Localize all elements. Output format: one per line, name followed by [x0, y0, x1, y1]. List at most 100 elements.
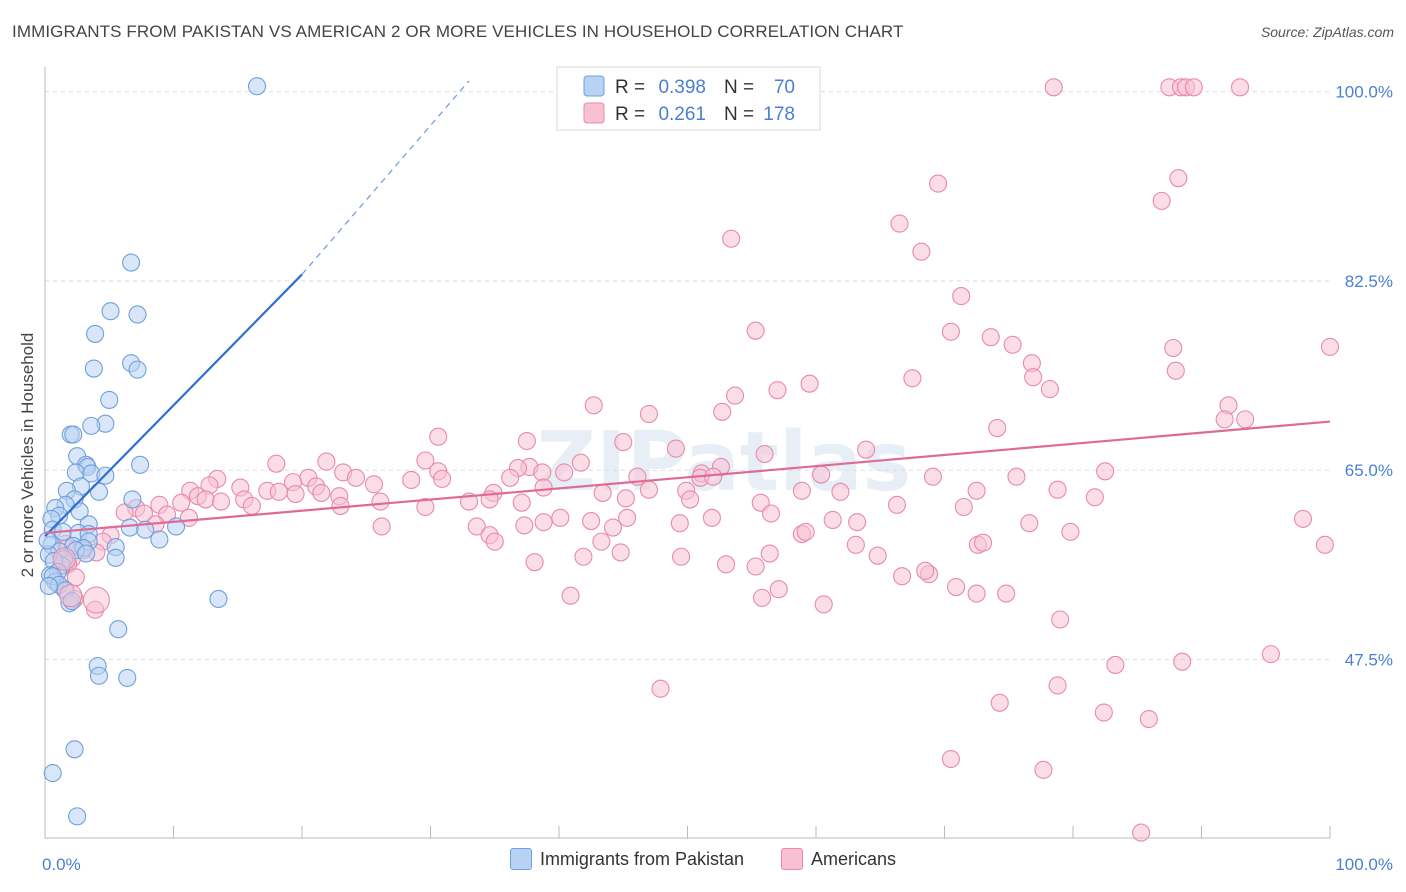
- data-point: [82, 586, 110, 614]
- data-point: [666, 439, 685, 458]
- data-point: [101, 302, 120, 321]
- data-point: [954, 497, 973, 517]
- y-tick-label: 47.5%: [1345, 651, 1393, 670]
- data-point: [1007, 467, 1026, 486]
- data-point: [312, 483, 331, 502]
- data-point: [796, 522, 815, 541]
- data-point: [1020, 514, 1039, 533]
- data-point: [947, 577, 966, 597]
- data-point: [68, 807, 87, 826]
- data-point: [890, 214, 909, 233]
- data-point: [831, 482, 850, 501]
- data-point: [760, 544, 779, 563]
- y-tick-label: 65.0%: [1345, 461, 1393, 480]
- data-point: [768, 381, 787, 400]
- data-point: [1132, 823, 1151, 842]
- data-point: [70, 502, 89, 521]
- series-pakistan: [38, 77, 267, 826]
- data-point: [792, 481, 811, 500]
- data-point: [106, 548, 125, 567]
- data-point: [973, 533, 993, 552]
- data-point: [769, 580, 788, 599]
- trend-line-pakistan-extension: [301, 80, 470, 275]
- stats-swatch: [583, 102, 605, 124]
- data-point: [59, 584, 83, 608]
- data-point: [1003, 335, 1022, 354]
- data-point: [614, 433, 633, 452]
- data-point: [77, 544, 96, 563]
- data-point: [639, 404, 659, 424]
- data-point: [670, 514, 689, 533]
- legend-swatch-blue: [509, 848, 532, 870]
- x-tick-label: 0.0%: [42, 855, 81, 874]
- data-point: [416, 497, 435, 517]
- data-point: [755, 444, 774, 464]
- data-point: [534, 478, 553, 497]
- data-point: [346, 468, 366, 487]
- legend-item-americans[interactable]: Americans: [781, 848, 896, 870]
- y-axis-label: 2 or more Vehicles in Household: [18, 333, 37, 578]
- legend-item-pakistan[interactable]: Immigrants from Pakistan: [509, 848, 744, 870]
- y-tick-label: 100.0%: [1335, 83, 1393, 102]
- data-point: [1048, 480, 1067, 499]
- data-point: [981, 328, 1000, 347]
- data-point: [923, 467, 942, 486]
- data-point: [209, 589, 228, 608]
- stats-n-label: N =: [724, 77, 754, 98]
- trend-line-pakistan: [44, 273, 303, 537]
- data-point: [1048, 676, 1067, 695]
- data-point: [286, 484, 305, 504]
- data-point: [941, 322, 960, 341]
- data-point: [704, 467, 723, 486]
- data-point: [551, 508, 570, 527]
- data-point: [1094, 703, 1113, 722]
- data-point: [65, 740, 84, 759]
- data-point: [82, 416, 101, 435]
- series-americans: [51, 78, 1340, 842]
- data-point: [1061, 522, 1080, 541]
- data-point: [967, 584, 986, 603]
- data-point: [1215, 410, 1234, 429]
- stats-n-value: 178: [763, 104, 795, 125]
- data-point: [534, 513, 553, 532]
- data-point: [179, 508, 198, 527]
- data-point: [990, 693, 1009, 712]
- data-point: [916, 561, 935, 580]
- stats-legend: R = 0.398 N = 70 R = 0.261 N = 178: [556, 66, 821, 131]
- data-point: [681, 490, 700, 509]
- data-point: [967, 481, 986, 500]
- data-point: [533, 463, 552, 482]
- bottom-legend: Immigrants from Pakistan Americans: [0, 848, 1406, 875]
- data-point: [364, 475, 384, 494]
- data-point: [582, 512, 601, 531]
- data-point: [109, 620, 128, 639]
- data-point: [269, 482, 288, 501]
- data-point: [1320, 337, 1340, 356]
- data-point: [122, 253, 141, 272]
- data-point: [912, 242, 931, 261]
- data-point: [752, 588, 772, 607]
- data-point: [39, 576, 58, 596]
- data-point: [725, 386, 745, 405]
- data-point: [616, 489, 635, 508]
- source-label: Source: ZipAtlas.com: [1260, 24, 1394, 40]
- data-point: [517, 431, 536, 451]
- data-point: [561, 586, 580, 605]
- data-point: [1164, 338, 1183, 358]
- data-point: [857, 440, 876, 459]
- data-point: [887, 495, 907, 514]
- data-point: [823, 510, 842, 530]
- data-point: [1106, 655, 1125, 674]
- data-point: [1139, 709, 1158, 729]
- data-point: [868, 546, 887, 565]
- data-point: [571, 453, 590, 472]
- data-point: [128, 360, 147, 379]
- data-point: [1024, 368, 1043, 387]
- data-point: [1315, 535, 1334, 554]
- data-point: [501, 468, 520, 487]
- data-point: [746, 557, 765, 576]
- data-point: [1044, 78, 1063, 97]
- data-point: [317, 452, 336, 471]
- data-point: [651, 679, 670, 698]
- data-point: [592, 532, 611, 551]
